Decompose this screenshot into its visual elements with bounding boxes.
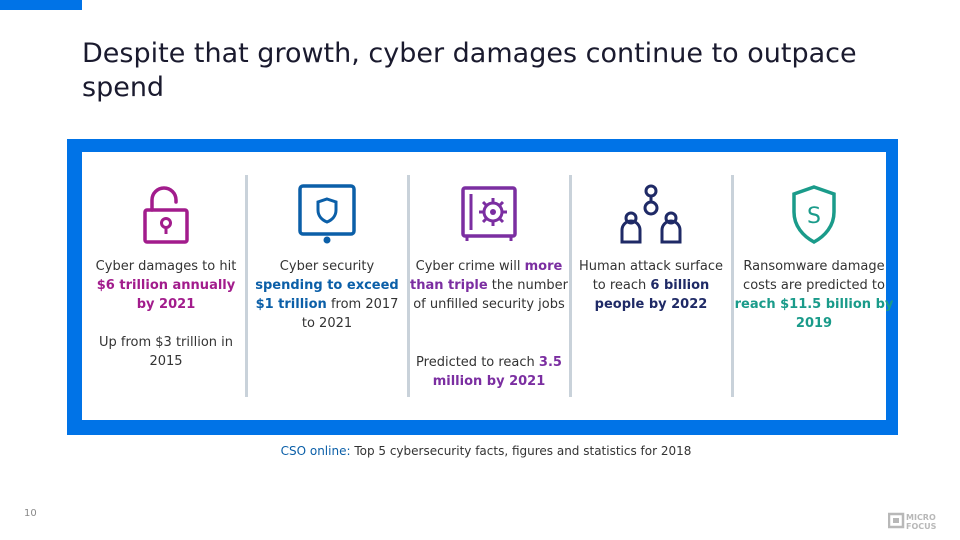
page-number: 10 (24, 508, 37, 519)
stat-text: Human attack surface to reach 6 billion … (579, 259, 723, 312)
stat-text: Ransomware damage costs are predicted to… (734, 259, 894, 331)
padlock-icon (138, 184, 194, 250)
people-icon (619, 184, 683, 250)
stat-subtext: Predicted to reach 3.5 million by 2021 (416, 355, 562, 389)
tablet-shield-icon (297, 184, 357, 248)
stats-panel: Cyber damages to hit $6 trillion annuall… (82, 152, 893, 420)
stat-text: Cyber damages to hit $6 trillion annuall… (95, 259, 237, 312)
column-divider (245, 175, 248, 397)
micro-focus-logo: MICRO FOCUS (887, 510, 952, 531)
column-divider (569, 175, 572, 397)
column-divider (731, 175, 734, 397)
stat-card-ransomware: S Ransomware damage costs are predicted … (734, 152, 894, 420)
ransom-shield-icon: S (789, 184, 839, 250)
svg-text:MICRO: MICRO (906, 513, 936, 522)
safe-icon (460, 184, 518, 246)
stat-text: Cyber crime will more than triple the nu… (409, 259, 569, 312)
stat-subtext: Up from $3 trillion in 2015 (98, 335, 234, 369)
stat-card-attack-surface: Human attack surface to reach 6 billion … (571, 152, 731, 420)
stat-card-damages: Cyber damages to hit $6 trillion annuall… (86, 152, 246, 420)
source-citation: CSO online: Top 5 cybersecurity facts, f… (280, 444, 692, 458)
svg-text:FOCUS: FOCUS (906, 522, 937, 530)
stat-card-spending: Cyber security spending to exceed $1 tri… (247, 152, 407, 420)
slide-title: Despite that growth, cyber damages conti… (82, 38, 857, 103)
top-accent-bar (0, 0, 82, 10)
svg-text:S: S (807, 204, 821, 229)
column-divider (407, 175, 410, 397)
stat-text: Cyber security spending to exceed $1 tri… (255, 259, 399, 331)
stat-card-jobs: Cyber crime will more than triple the nu… (409, 152, 569, 420)
